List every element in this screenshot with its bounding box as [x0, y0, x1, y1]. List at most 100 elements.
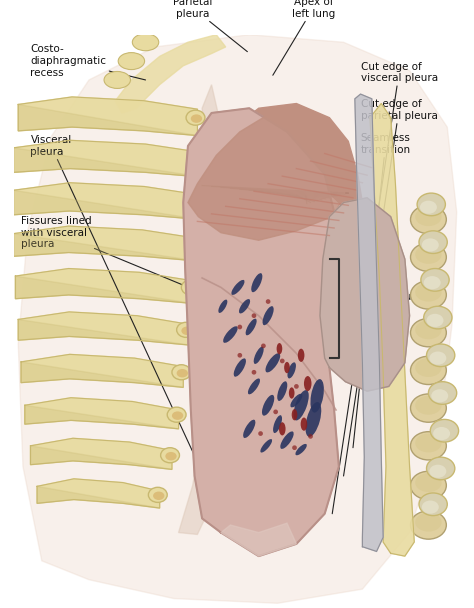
Ellipse shape [308, 434, 313, 439]
Ellipse shape [292, 409, 297, 420]
Ellipse shape [231, 280, 245, 295]
Polygon shape [14, 190, 200, 219]
Ellipse shape [252, 313, 256, 318]
Ellipse shape [262, 395, 274, 416]
Ellipse shape [410, 432, 447, 460]
Ellipse shape [293, 390, 309, 421]
Ellipse shape [254, 347, 264, 364]
Ellipse shape [310, 379, 324, 413]
Ellipse shape [301, 418, 307, 430]
Ellipse shape [410, 471, 447, 500]
Ellipse shape [424, 276, 441, 289]
Ellipse shape [415, 358, 442, 377]
Ellipse shape [246, 319, 256, 336]
Polygon shape [21, 362, 183, 387]
Ellipse shape [420, 201, 437, 214]
Text: Cut edge of
visceral pleura: Cut edge of visceral pleura [332, 61, 438, 514]
Ellipse shape [182, 280, 200, 295]
Polygon shape [18, 312, 188, 345]
Ellipse shape [260, 439, 272, 452]
Polygon shape [183, 108, 339, 556]
Ellipse shape [165, 452, 177, 460]
Ellipse shape [258, 431, 263, 436]
Ellipse shape [284, 362, 290, 373]
Ellipse shape [234, 358, 246, 377]
Ellipse shape [430, 420, 458, 442]
Ellipse shape [186, 110, 205, 125]
Polygon shape [188, 110, 348, 240]
Polygon shape [25, 406, 179, 429]
Ellipse shape [410, 281, 447, 309]
Ellipse shape [248, 378, 260, 395]
Ellipse shape [223, 326, 237, 343]
Ellipse shape [177, 322, 195, 337]
Ellipse shape [148, 487, 167, 502]
Ellipse shape [251, 273, 263, 292]
Ellipse shape [252, 370, 256, 375]
Ellipse shape [177, 369, 188, 378]
Polygon shape [14, 226, 197, 261]
Ellipse shape [292, 445, 297, 450]
Polygon shape [179, 85, 230, 534]
Polygon shape [320, 198, 410, 391]
Text: Fissures lined
with visceral
pleura: Fissures lined with visceral pleura [21, 216, 211, 297]
Polygon shape [16, 276, 193, 303]
Polygon shape [355, 94, 383, 551]
Ellipse shape [261, 344, 266, 348]
Ellipse shape [410, 243, 447, 271]
Ellipse shape [104, 72, 130, 88]
Ellipse shape [415, 207, 442, 226]
Ellipse shape [422, 238, 439, 252]
Ellipse shape [277, 381, 287, 401]
Ellipse shape [419, 231, 447, 254]
Ellipse shape [433, 427, 450, 440]
Ellipse shape [263, 306, 273, 325]
Polygon shape [25, 398, 179, 429]
Ellipse shape [427, 344, 455, 367]
Ellipse shape [410, 206, 447, 233]
Ellipse shape [415, 283, 442, 302]
Ellipse shape [417, 193, 446, 216]
Ellipse shape [415, 320, 442, 339]
Ellipse shape [419, 493, 447, 516]
Text: Costo-
diaphragmatic
recess: Costo- diaphragmatic recess [30, 44, 146, 80]
Ellipse shape [277, 343, 282, 354]
Polygon shape [18, 105, 197, 136]
Ellipse shape [280, 432, 294, 449]
Ellipse shape [237, 325, 242, 330]
Text: Apex of
left lung: Apex of left lung [273, 0, 335, 75]
Ellipse shape [273, 415, 282, 433]
Polygon shape [14, 140, 202, 177]
Ellipse shape [132, 34, 159, 50]
Ellipse shape [118, 53, 145, 69]
Ellipse shape [304, 376, 311, 391]
Text: Seamless
transition: Seamless transition [353, 133, 410, 447]
Polygon shape [30, 446, 172, 469]
Polygon shape [16, 269, 193, 303]
Polygon shape [185, 103, 363, 216]
Polygon shape [21, 354, 183, 387]
Text: Visceral
pleura: Visceral pleura [30, 135, 197, 462]
Polygon shape [30, 438, 172, 469]
Ellipse shape [427, 314, 444, 327]
Ellipse shape [294, 384, 299, 389]
Ellipse shape [415, 434, 442, 452]
Ellipse shape [306, 402, 321, 437]
Ellipse shape [153, 491, 164, 500]
Text: Cut edge of
parietal pleura: Cut edge of parietal pleura [344, 99, 438, 476]
Ellipse shape [193, 199, 205, 208]
Ellipse shape [415, 513, 442, 531]
Ellipse shape [265, 353, 280, 373]
Ellipse shape [280, 359, 284, 364]
Polygon shape [14, 148, 202, 177]
Ellipse shape [431, 389, 448, 402]
Ellipse shape [191, 114, 202, 123]
Ellipse shape [167, 407, 186, 422]
Ellipse shape [273, 410, 278, 414]
Ellipse shape [424, 306, 452, 329]
Polygon shape [115, 35, 226, 113]
Polygon shape [37, 479, 160, 508]
Ellipse shape [415, 396, 442, 415]
Ellipse shape [295, 444, 307, 455]
Polygon shape [18, 97, 197, 136]
